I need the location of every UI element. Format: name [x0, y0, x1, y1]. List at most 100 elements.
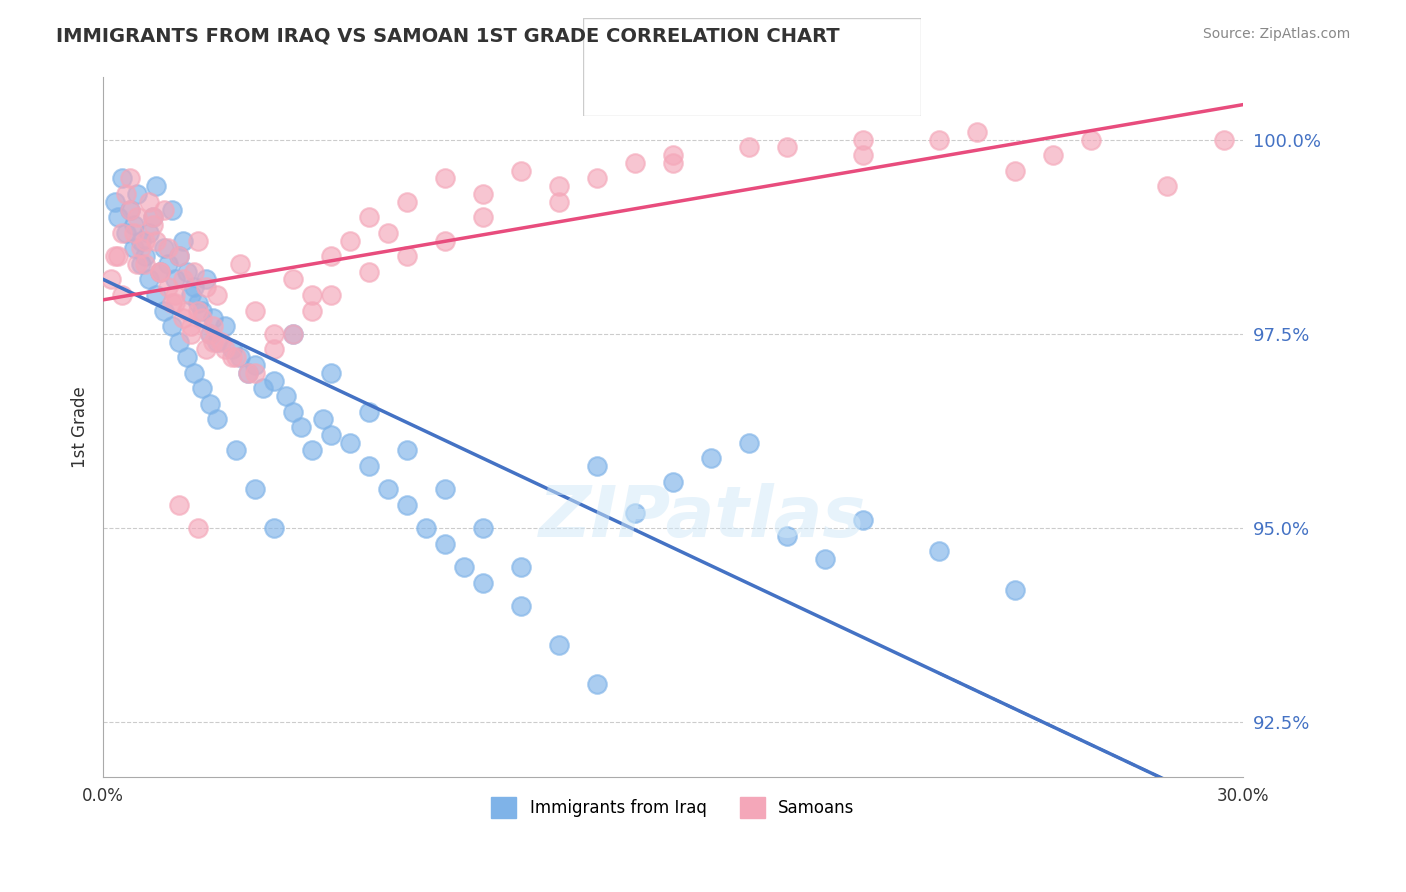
Point	[214, 319, 236, 334]
Point	[205, 412, 228, 426]
Point	[281, 326, 304, 341]
Text: IMMIGRANTS FROM IRAQ VS SAMOAN 1ST GRADE CORRELATION CHART: IMMIGRANTS FROM IRAQ VS SAMOAN 1ST GRADE…	[56, 27, 839, 45]
Point	[1004, 163, 1026, 178]
Point	[229, 350, 252, 364]
Point	[134, 249, 156, 263]
Point	[738, 435, 761, 450]
Point	[510, 599, 533, 613]
Point	[624, 156, 647, 170]
Point	[966, 125, 988, 139]
Point	[548, 179, 571, 194]
Point	[122, 241, 145, 255]
Point	[172, 272, 194, 286]
Point	[138, 226, 160, 240]
Point	[776, 140, 799, 154]
Point	[281, 272, 304, 286]
Point	[453, 560, 475, 574]
Point	[359, 211, 381, 225]
Point	[1213, 133, 1236, 147]
Point	[510, 560, 533, 574]
Point	[134, 257, 156, 271]
Point	[149, 265, 172, 279]
Point	[510, 163, 533, 178]
Point	[138, 194, 160, 209]
Point	[176, 303, 198, 318]
Point	[852, 148, 875, 162]
Point	[180, 288, 202, 302]
Point	[194, 343, 217, 357]
Point	[434, 171, 457, 186]
Point	[662, 148, 685, 162]
Point	[180, 319, 202, 334]
Point	[187, 295, 209, 310]
Point	[852, 513, 875, 527]
Point	[301, 443, 323, 458]
Point	[153, 241, 176, 255]
Point	[586, 676, 609, 690]
Point	[209, 334, 232, 349]
Point	[111, 288, 134, 302]
Point	[191, 311, 214, 326]
Point	[183, 366, 205, 380]
Point	[118, 202, 141, 217]
Point	[243, 366, 266, 380]
Point	[359, 458, 381, 473]
Point	[145, 288, 167, 302]
Point	[396, 194, 419, 209]
Point	[107, 249, 129, 263]
Point	[1156, 179, 1178, 194]
Point	[107, 211, 129, 225]
Point	[662, 475, 685, 489]
Point	[191, 303, 214, 318]
Point	[319, 249, 342, 263]
Point	[281, 404, 304, 418]
Point	[153, 202, 176, 217]
Point	[396, 443, 419, 458]
Point	[111, 226, 134, 240]
Point	[252, 381, 274, 395]
Point	[134, 234, 156, 248]
Point	[194, 280, 217, 294]
Point	[225, 443, 247, 458]
Point	[153, 303, 176, 318]
Point	[103, 194, 125, 209]
Point	[290, 420, 312, 434]
Point	[263, 374, 285, 388]
Point	[127, 257, 149, 271]
Point	[263, 326, 285, 341]
Point	[263, 343, 285, 357]
Point	[339, 234, 361, 248]
Point	[852, 133, 875, 147]
Point	[141, 211, 163, 225]
Point	[312, 412, 335, 426]
Point	[129, 257, 152, 271]
Point	[145, 234, 167, 248]
Point	[586, 171, 609, 186]
Point	[167, 249, 190, 263]
Point	[118, 202, 141, 217]
Bar	[593, 72, 634, 106]
Point	[700, 451, 723, 466]
Point	[149, 265, 172, 279]
Point	[115, 226, 138, 240]
Point	[149, 265, 172, 279]
Point	[434, 483, 457, 497]
Point	[776, 529, 799, 543]
Point	[472, 187, 495, 202]
Point	[167, 498, 190, 512]
Point	[165, 295, 187, 310]
Point	[160, 202, 183, 217]
Text: Source: ZipAtlas.com: Source: ZipAtlas.com	[1202, 27, 1350, 41]
Point	[198, 326, 221, 341]
Point	[236, 366, 259, 380]
Point	[187, 521, 209, 535]
Point	[1004, 583, 1026, 598]
Point	[548, 194, 571, 209]
Point	[198, 326, 221, 341]
Point	[1080, 133, 1102, 147]
Point	[122, 218, 145, 232]
Point	[472, 575, 495, 590]
Point	[396, 498, 419, 512]
Point	[187, 234, 209, 248]
Point	[205, 334, 228, 349]
